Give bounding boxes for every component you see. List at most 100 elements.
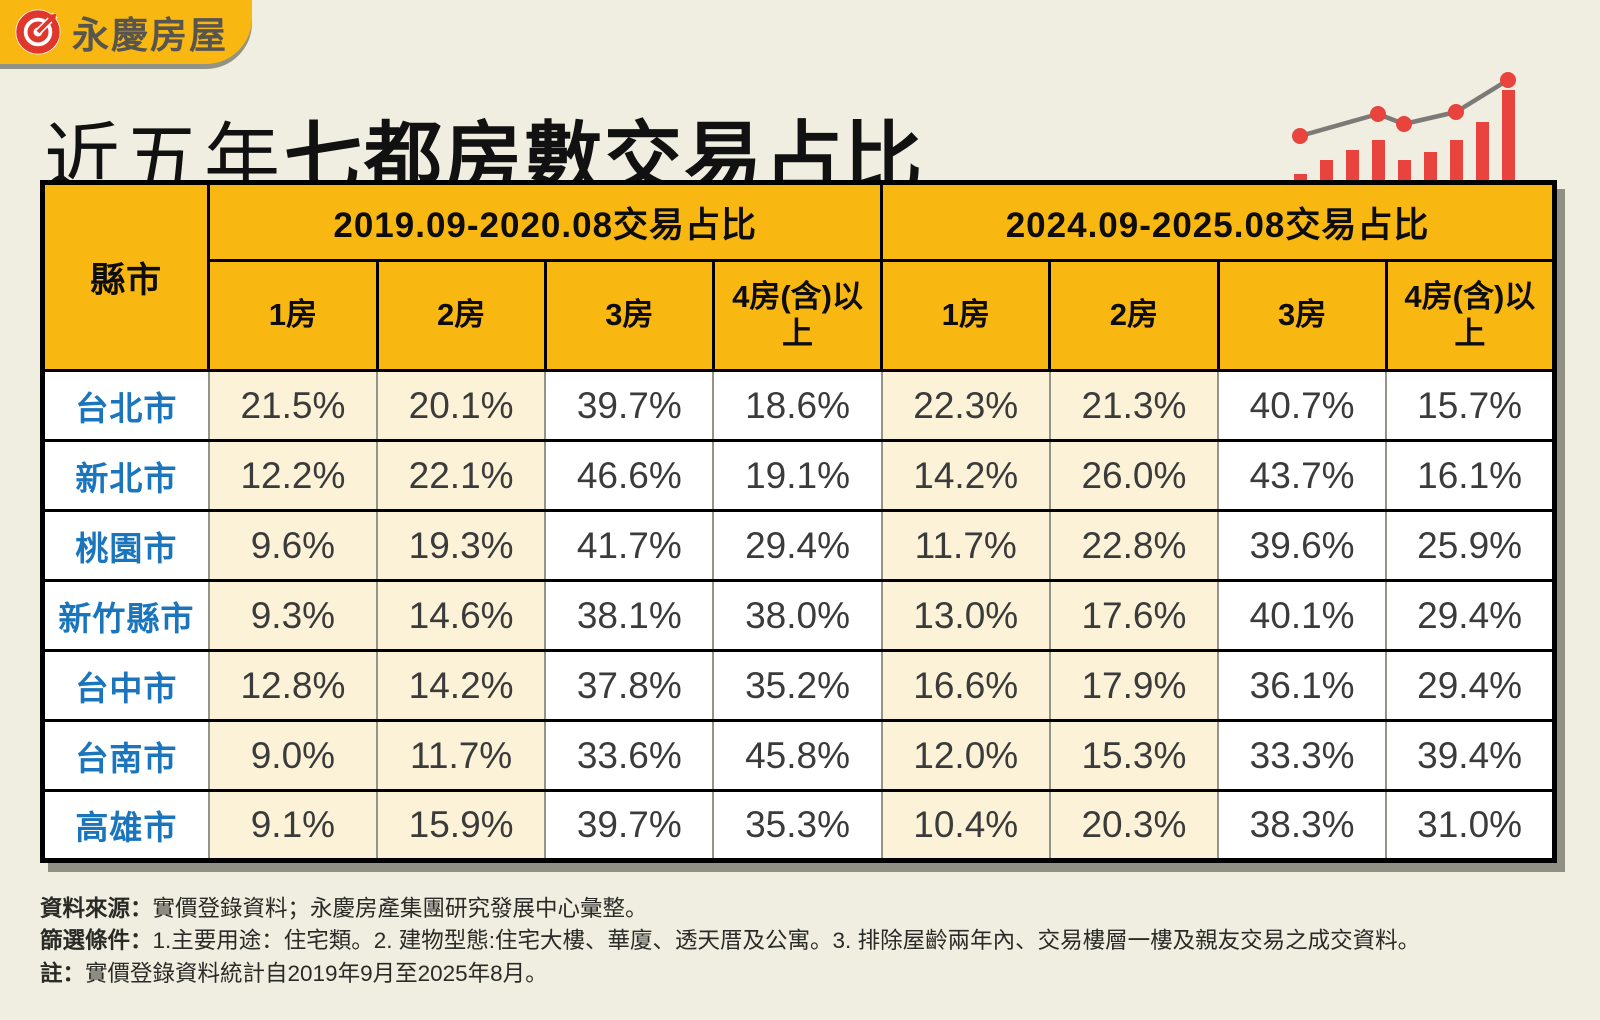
- value-cell: 25.9%: [1385, 509, 1556, 581]
- room-header-2: 2房: [1048, 259, 1220, 372]
- room-header-3: 3房: [1216, 259, 1388, 372]
- value-cell: 29.4%: [712, 509, 883, 581]
- value-cell: 22.1%: [376, 439, 547, 511]
- value-cell: 38.1%: [544, 579, 715, 651]
- city-label: 桃園市: [42, 509, 210, 581]
- value-cell: 20.1%: [376, 369, 547, 441]
- city-label: 新竹縣市: [42, 579, 210, 651]
- brand-name: 永慶房屋: [72, 15, 228, 56]
- value-cell: 29.4%: [1385, 649, 1556, 721]
- table-row-taoyuan: 桃園市 9.6% 19.3% 41.7% 29.4% 11.7% 22.8% 3…: [42, 509, 1556, 581]
- value-cell: 26.0%: [1048, 439, 1220, 511]
- value-cell: 17.9%: [1048, 649, 1220, 721]
- value-cell: 16.1%: [1385, 439, 1556, 511]
- value-cell: 11.7%: [880, 509, 1051, 581]
- value-cell: 39.7%: [544, 789, 715, 861]
- period-header-2019-2020: 2019.09-2020.08交易占比: [207, 181, 884, 262]
- value-cell: 38.0%: [712, 579, 883, 651]
- table-row-newtaipei: 新北市 12.2% 22.1% 46.6% 19.1% 14.2% 26.0% …: [42, 439, 1556, 511]
- value-cell: 41.7%: [544, 509, 715, 581]
- table-row-tainan: 台南市 9.0% 11.7% 33.6% 45.8% 12.0% 15.3% 3…: [42, 719, 1556, 791]
- value-cell: 12.0%: [880, 719, 1051, 791]
- room-header-1: 1房: [880, 259, 1052, 372]
- period-header-2024-2025: 2024.09-2025.08交易占比: [880, 181, 1556, 262]
- value-cell: 31.0%: [1385, 789, 1556, 861]
- room-header-2: 2房: [375, 259, 547, 372]
- value-cell: 21.5%: [207, 369, 379, 441]
- note-filter-text: 1.主要用途：住宅類。2. 建物型態:住宅大樓、華廈、透天厝及公寓。3. 排除屋…: [152, 928, 1421, 954]
- brand-badge: 永慶房屋: [0, 0, 252, 64]
- value-cell: 19.3%: [376, 509, 547, 581]
- note-remark-label: 註：: [40, 960, 86, 986]
- value-cell: 39.6%: [1217, 509, 1388, 581]
- value-cell: 40.1%: [1217, 579, 1388, 651]
- value-cell: 21.3%: [1048, 369, 1220, 441]
- value-cell: 33.3%: [1217, 719, 1388, 791]
- note-source: 資料來源：實價登錄資料；永慶房產集團研究發展中心彙整。: [40, 893, 1570, 925]
- value-cell: 36.1%: [1217, 649, 1388, 721]
- value-cell: 17.6%: [1048, 579, 1220, 651]
- note-source-label: 資料來源：: [40, 896, 153, 921]
- note-filter: 篩選條件：1.主要用途：住宅類。2. 建物型態:住宅大樓、華廈、透天厝及公寓。3…: [40, 925, 1570, 957]
- value-cell: 15.3%: [1048, 719, 1220, 791]
- value-cell: 15.9%: [376, 789, 547, 861]
- value-cell: 35.2%: [712, 649, 883, 721]
- value-cell: 12.2%: [207, 439, 379, 511]
- value-cell: 18.6%: [712, 369, 883, 441]
- value-cell: 16.6%: [880, 649, 1051, 721]
- value-cell: 10.4%: [880, 789, 1051, 861]
- table-row-kaohsiung: 高雄市 9.1% 15.9% 39.7% 35.3% 10.4% 20.3% 3…: [42, 789, 1556, 861]
- value-cell: 38.3%: [1217, 789, 1388, 861]
- room-header-row: 1房 2房 3房 4房(含)以上 1房 2房 3房 4房(含)以上: [43, 259, 1557, 372]
- value-cell: 19.1%: [712, 439, 883, 511]
- note-source-text: 實價登錄資料；永慶房產集團研究發展中心彙整。: [152, 896, 648, 921]
- city-label: 新北市: [42, 439, 210, 511]
- value-cell: 22.8%: [1048, 509, 1220, 581]
- value-cell: 39.4%: [1385, 719, 1556, 791]
- value-cell: 11.7%: [376, 719, 547, 791]
- value-cell: 14.2%: [880, 439, 1051, 511]
- room-header-1: 1房: [207, 259, 379, 372]
- value-cell: 15.7%: [1385, 369, 1556, 441]
- period-header-row: 縣市 2019.09-2020.08交易占比 2024.09-2025.08交易…: [40, 181, 1556, 372]
- value-cell: 9.0%: [207, 719, 379, 791]
- note-remark: 註：實價登錄資料統計自2019年9月至2025年8月。: [40, 958, 1570, 990]
- value-cell: 9.1%: [207, 789, 379, 861]
- value-cell: 20.3%: [1048, 789, 1220, 861]
- city-label: 台北市: [42, 369, 210, 441]
- value-cell: 14.6%: [376, 579, 547, 651]
- city-label: 高雄市: [42, 789, 210, 861]
- value-cell: 13.0%: [880, 579, 1051, 651]
- value-cell: 37.8%: [544, 649, 715, 721]
- value-cell: 43.7%: [1217, 439, 1388, 511]
- city-label: 台南市: [42, 719, 210, 791]
- city-label: 台中市: [42, 649, 210, 721]
- table-row-taipei: 台北市 21.5% 20.1% 39.7% 18.6% 22.3% 21.3% …: [42, 369, 1556, 441]
- value-cell: 46.6%: [544, 439, 715, 511]
- value-cell: 39.7%: [544, 369, 715, 441]
- note-filter-label: 篩選條件：: [40, 928, 153, 954]
- value-cell: 14.2%: [376, 649, 547, 721]
- table-row-taichung: 台中市 12.8% 14.2% 37.8% 35.2% 16.6% 17.9% …: [42, 649, 1556, 721]
- room-header-3: 3房: [543, 259, 715, 372]
- value-cell: 29.4%: [1385, 579, 1556, 651]
- value-cell: 9.6%: [207, 509, 379, 581]
- value-cell: 22.3%: [880, 369, 1051, 441]
- value-cell: 9.3%: [207, 579, 379, 651]
- yungching-swirl-icon: [15, 9, 61, 55]
- table-row-hsinchu: 新竹縣市 9.3% 14.6% 38.1% 38.0% 13.0% 17.6% …: [42, 579, 1556, 651]
- room-header-4plus: 4房(含)以上: [711, 259, 884, 372]
- footer-notes: 資料來源：實價登錄資料；永慶房產集團研究發展中心彙整。 篩選條件：1.主要用途：…: [40, 893, 1570, 990]
- title-row: 近五年七都房數交易占比: [44, 66, 1560, 198]
- value-cell: 40.7%: [1217, 369, 1388, 441]
- value-cell: 45.8%: [712, 719, 883, 791]
- value-cell: 35.3%: [712, 789, 883, 861]
- rising-bar-trend-chart-icon: [1282, 72, 1528, 194]
- value-cell: 12.8%: [207, 649, 379, 721]
- value-cell: 33.6%: [544, 719, 715, 791]
- transaction-share-table: 縣市 2019.09-2020.08交易占比 2024.09-2025.08交易…: [40, 180, 1557, 863]
- note-remark-text: 實價登錄資料統計自2019年9月至2025年8月。: [85, 960, 548, 986]
- corner-header-city: 縣市: [40, 181, 211, 372]
- room-header-4plus: 4房(含)以上: [1384, 259, 1557, 372]
